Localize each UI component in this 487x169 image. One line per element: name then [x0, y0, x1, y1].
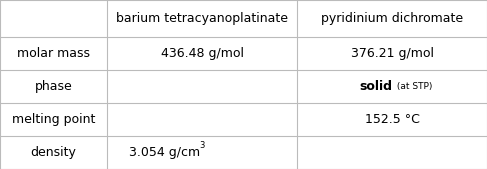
Text: 436.48 g/mol: 436.48 g/mol	[161, 47, 244, 60]
Text: barium tetracyanoplatinate: barium tetracyanoplatinate	[116, 12, 288, 25]
Text: phase: phase	[35, 80, 73, 93]
Text: 3: 3	[200, 141, 205, 150]
Text: solid: solid	[359, 80, 392, 93]
Text: 3.054 g/cm: 3.054 g/cm	[129, 146, 200, 159]
Text: molar mass: molar mass	[17, 47, 90, 60]
Text: 152.5 °C: 152.5 °C	[365, 113, 419, 126]
Text: (at STP): (at STP)	[394, 82, 433, 91]
Text: density: density	[31, 146, 76, 159]
Text: 376.21 g/mol: 376.21 g/mol	[351, 47, 433, 60]
Text: melting point: melting point	[12, 113, 95, 126]
Text: pyridinium dichromate: pyridinium dichromate	[321, 12, 463, 25]
